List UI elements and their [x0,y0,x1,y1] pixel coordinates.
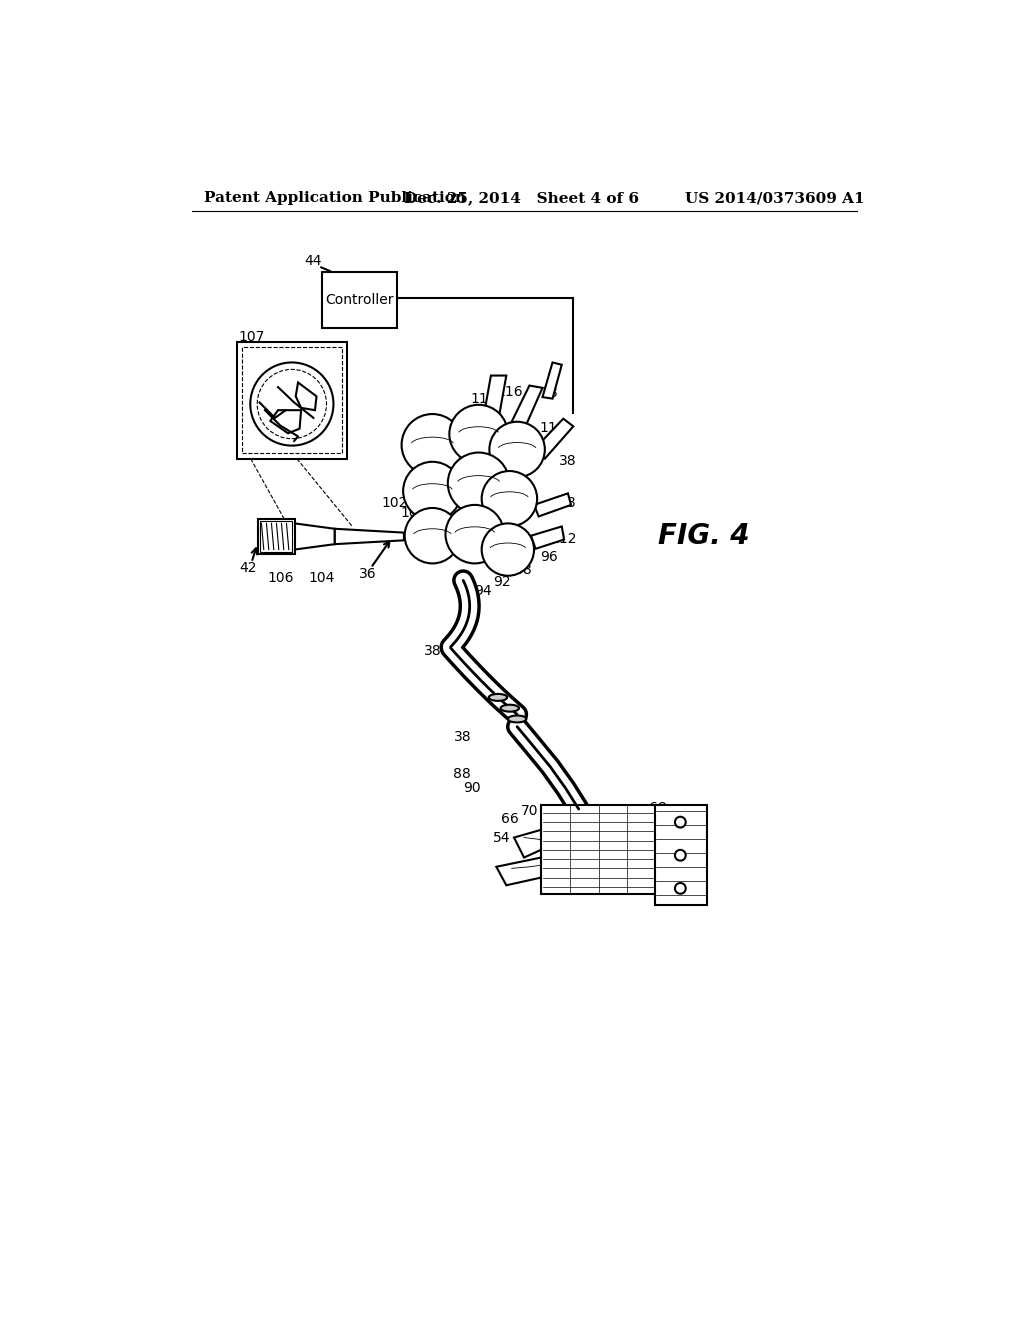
Text: Dec. 25, 2014   Sheet 4 of 6: Dec. 25, 2014 Sheet 4 of 6 [403,191,639,206]
Bar [237,342,347,459]
Polygon shape [514,830,541,858]
Bar [260,521,292,552]
Polygon shape [509,385,543,428]
Text: 92: 92 [493,576,511,589]
Text: 70: 70 [520,804,539,818]
Polygon shape [497,858,541,886]
Polygon shape [535,494,571,516]
Circle shape [250,363,334,446]
Circle shape [481,524,535,576]
Ellipse shape [501,705,519,711]
Text: 38: 38 [559,454,577,469]
Text: 114: 114 [470,392,497,405]
Text: 90: 90 [463,781,480,795]
Bar [243,347,342,453]
Polygon shape [531,527,564,549]
Bar [258,519,295,554]
Text: Patent Application Publication: Patent Application Publication [204,191,466,206]
Circle shape [481,471,538,527]
Text: 68: 68 [649,800,667,814]
Text: 100: 100 [400,506,427,520]
Text: 36: 36 [358,568,377,581]
Text: 96: 96 [540,550,557,564]
Text: 88: 88 [453,767,471,781]
Circle shape [489,422,545,478]
Circle shape [404,508,460,564]
Bar [541,805,656,894]
Text: 38: 38 [455,730,472,744]
Text: 107: 107 [239,330,264,345]
Text: 40: 40 [455,466,472,479]
Polygon shape [335,529,403,544]
Circle shape [403,462,462,520]
Polygon shape [483,376,506,418]
Circle shape [675,883,686,894]
Ellipse shape [508,715,526,722]
Ellipse shape [488,694,507,701]
Polygon shape [532,418,573,459]
Text: 39: 39 [505,700,523,714]
Text: 38: 38 [542,387,559,400]
Text: 110: 110 [540,421,566,434]
Bar [322,272,397,327]
Bar [655,805,708,906]
Text: 108: 108 [450,417,476,432]
Text: 38: 38 [559,496,577,511]
Circle shape [675,850,686,861]
Polygon shape [295,524,335,549]
Text: 38: 38 [424,644,442,659]
Circle shape [257,370,327,438]
Circle shape [401,414,463,475]
Text: 98: 98 [514,564,532,577]
Text: 44: 44 [304,253,322,268]
Text: 42: 42 [240,561,257,576]
Text: 116: 116 [496,385,522,400]
Polygon shape [543,363,562,399]
Polygon shape [296,383,316,411]
Text: 106: 106 [267,572,294,585]
Polygon shape [270,411,301,433]
Text: 94: 94 [474,585,493,598]
Text: 54: 54 [493,830,510,845]
Circle shape [675,817,686,828]
Text: 56: 56 [623,830,640,845]
Text: 112: 112 [551,532,578,545]
Circle shape [445,506,504,564]
Text: 102: 102 [382,496,408,511]
Circle shape [450,405,508,463]
Text: 104: 104 [308,572,335,585]
Text: US 2014/0373609 A1: US 2014/0373609 A1 [685,191,864,206]
Text: FIG. 4: FIG. 4 [658,521,750,549]
Circle shape [447,453,509,515]
Text: Controller: Controller [325,293,393,308]
Text: 66: 66 [501,812,518,826]
